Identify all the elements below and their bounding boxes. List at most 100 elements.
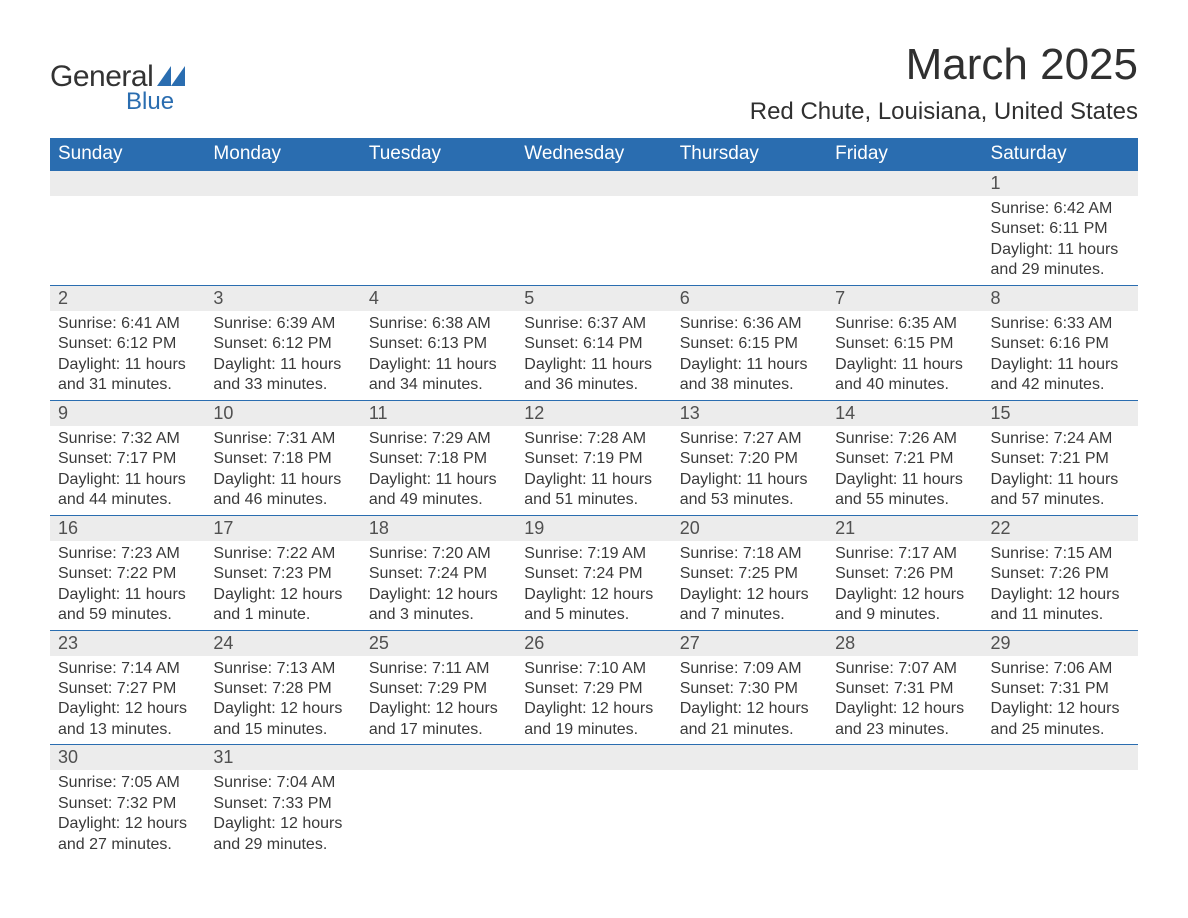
day-number: 28 (827, 631, 982, 656)
day-number (361, 171, 516, 196)
day-number: 29 (983, 631, 1138, 656)
week-row: 16Sunrise: 7:23 AMSunset: 7:22 PMDayligh… (50, 515, 1138, 630)
day-cell: 9Sunrise: 7:32 AMSunset: 7:17 PMDaylight… (50, 401, 205, 515)
day-cell: 22Sunrise: 7:15 AMSunset: 7:26 PMDayligh… (983, 516, 1138, 630)
sunset-text: Sunset: 7:31 PM (835, 679, 976, 699)
day-number: 31 (205, 745, 360, 770)
day-number: 17 (205, 516, 360, 541)
sunrise-text: Sunrise: 6:37 AM (524, 314, 665, 334)
sunrise-text: Sunrise: 6:35 AM (835, 314, 976, 334)
day-body (827, 196, 982, 216)
day-cell: 13Sunrise: 7:27 AMSunset: 7:20 PMDayligh… (672, 401, 827, 515)
day-number: 1 (983, 171, 1138, 196)
day-number (516, 171, 671, 196)
daylight-text: Daylight: 11 hours and 31 minutes. (58, 355, 199, 396)
sunset-text: Sunset: 7:25 PM (680, 564, 821, 584)
sunset-text: Sunset: 7:20 PM (680, 449, 821, 469)
day-number: 10 (205, 401, 360, 426)
day-cell: 28Sunrise: 7:07 AMSunset: 7:31 PMDayligh… (827, 631, 982, 745)
day-number: 19 (516, 516, 671, 541)
weekday-header-row: SundayMondayTuesdayWednesdayThursdayFrid… (50, 138, 1138, 171)
sunrise-text: Sunrise: 7:05 AM (58, 773, 199, 793)
day-body: Sunrise: 7:13 AMSunset: 7:28 PMDaylight:… (205, 656, 360, 745)
day-body: Sunrise: 6:35 AMSunset: 6:15 PMDaylight:… (827, 311, 982, 400)
day-cell (672, 171, 827, 285)
daylight-text: Daylight: 12 hours and 11 minutes. (991, 585, 1132, 626)
daylight-text: Daylight: 11 hours and 36 minutes. (524, 355, 665, 396)
day-number: 20 (672, 516, 827, 541)
day-body: Sunrise: 7:31 AMSunset: 7:18 PMDaylight:… (205, 426, 360, 515)
day-body: Sunrise: 6:38 AMSunset: 6:13 PMDaylight:… (361, 311, 516, 400)
day-body: Sunrise: 7:05 AMSunset: 7:32 PMDaylight:… (50, 770, 205, 859)
day-body (672, 770, 827, 790)
day-body (516, 196, 671, 216)
day-body: Sunrise: 7:32 AMSunset: 7:17 PMDaylight:… (50, 426, 205, 515)
day-cell: 21Sunrise: 7:17 AMSunset: 7:26 PMDayligh… (827, 516, 982, 630)
sunrise-text: Sunrise: 7:26 AM (835, 429, 976, 449)
day-number: 13 (672, 401, 827, 426)
day-cell: 24Sunrise: 7:13 AMSunset: 7:28 PMDayligh… (205, 631, 360, 745)
day-cell: 11Sunrise: 7:29 AMSunset: 7:18 PMDayligh… (361, 401, 516, 515)
day-number (827, 745, 982, 770)
logo-blue-text: Blue (126, 88, 185, 116)
daylight-text: Daylight: 11 hours and 53 minutes. (680, 470, 821, 511)
day-cell: 19Sunrise: 7:19 AMSunset: 7:24 PMDayligh… (516, 516, 671, 630)
daylight-text: Daylight: 12 hours and 15 minutes. (213, 699, 354, 740)
weekday-header: Tuesday (361, 138, 516, 171)
sunrise-text: Sunrise: 7:23 AM (58, 544, 199, 564)
day-number: 22 (983, 516, 1138, 541)
day-cell (516, 171, 671, 285)
day-cell: 8Sunrise: 6:33 AMSunset: 6:16 PMDaylight… (983, 286, 1138, 400)
day-number: 6 (672, 286, 827, 311)
day-cell (672, 745, 827, 859)
daylight-text: Daylight: 12 hours and 13 minutes. (58, 699, 199, 740)
day-body: Sunrise: 7:11 AMSunset: 7:29 PMDaylight:… (361, 656, 516, 745)
daylight-text: Daylight: 11 hours and 51 minutes. (524, 470, 665, 511)
sunset-text: Sunset: 7:21 PM (991, 449, 1132, 469)
sunset-text: Sunset: 7:21 PM (835, 449, 976, 469)
sunset-text: Sunset: 7:26 PM (835, 564, 976, 584)
day-cell: 2Sunrise: 6:41 AMSunset: 6:12 PMDaylight… (50, 286, 205, 400)
day-body: Sunrise: 7:28 AMSunset: 7:19 PMDaylight:… (516, 426, 671, 515)
day-body: Sunrise: 6:42 AMSunset: 6:11 PMDaylight:… (983, 196, 1138, 285)
day-body: Sunrise: 7:20 AMSunset: 7:24 PMDaylight:… (361, 541, 516, 630)
sunrise-text: Sunrise: 7:19 AM (524, 544, 665, 564)
day-number: 27 (672, 631, 827, 656)
day-cell: 1Sunrise: 6:42 AMSunset: 6:11 PMDaylight… (983, 171, 1138, 285)
weekday-header: Saturday (983, 138, 1138, 171)
sunrise-text: Sunrise: 7:15 AM (991, 544, 1132, 564)
day-number: 21 (827, 516, 982, 541)
sunset-text: Sunset: 7:33 PM (213, 794, 354, 814)
sunrise-text: Sunrise: 7:18 AM (680, 544, 821, 564)
day-body (50, 196, 205, 216)
sunset-text: Sunset: 7:24 PM (369, 564, 510, 584)
sunset-text: Sunset: 7:27 PM (58, 679, 199, 699)
sunrise-text: Sunrise: 6:36 AM (680, 314, 821, 334)
day-cell (827, 171, 982, 285)
day-body: Sunrise: 6:41 AMSunset: 6:12 PMDaylight:… (50, 311, 205, 400)
day-body: Sunrise: 6:33 AMSunset: 6:16 PMDaylight:… (983, 311, 1138, 400)
day-cell: 14Sunrise: 7:26 AMSunset: 7:21 PMDayligh… (827, 401, 982, 515)
day-number: 18 (361, 516, 516, 541)
sunset-text: Sunset: 7:31 PM (991, 679, 1132, 699)
day-number: 16 (50, 516, 205, 541)
sunset-text: Sunset: 7:19 PM (524, 449, 665, 469)
day-cell: 18Sunrise: 7:20 AMSunset: 7:24 PMDayligh… (361, 516, 516, 630)
day-cell: 23Sunrise: 7:14 AMSunset: 7:27 PMDayligh… (50, 631, 205, 745)
weekday-header: Friday (827, 138, 982, 171)
day-cell: 17Sunrise: 7:22 AMSunset: 7:23 PMDayligh… (205, 516, 360, 630)
daylight-text: Daylight: 11 hours and 44 minutes. (58, 470, 199, 511)
day-cell: 20Sunrise: 7:18 AMSunset: 7:25 PMDayligh… (672, 516, 827, 630)
calendar: SundayMondayTuesdayWednesdayThursdayFrid… (50, 138, 1138, 859)
day-number: 7 (827, 286, 982, 311)
day-body: Sunrise: 7:09 AMSunset: 7:30 PMDaylight:… (672, 656, 827, 745)
sunset-text: Sunset: 6:14 PM (524, 334, 665, 354)
day-body: Sunrise: 7:29 AMSunset: 7:18 PMDaylight:… (361, 426, 516, 515)
month-title: March 2025 (750, 40, 1138, 90)
day-body (361, 770, 516, 790)
day-number: 23 (50, 631, 205, 656)
day-cell: 29Sunrise: 7:06 AMSunset: 7:31 PMDayligh… (983, 631, 1138, 745)
sunset-text: Sunset: 6:16 PM (991, 334, 1132, 354)
day-number: 2 (50, 286, 205, 311)
day-cell: 3Sunrise: 6:39 AMSunset: 6:12 PMDaylight… (205, 286, 360, 400)
